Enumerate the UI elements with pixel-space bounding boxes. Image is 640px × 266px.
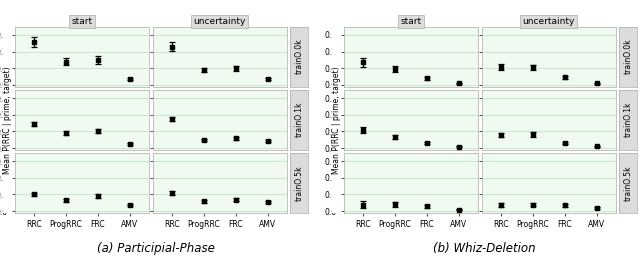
Title: start: start [72,17,93,26]
Text: Mean P(RRC | prime, target): Mean P(RRC | prime, target) [3,66,12,173]
Text: trainO.5k: trainO.5k [623,165,632,201]
Text: (a) Participial-Phase: (a) Participial-Phase [97,242,214,255]
Text: trainO.1k: trainO.1k [623,102,632,138]
Title: start: start [401,17,422,26]
Text: trainO.0k: trainO.0k [623,39,632,74]
Text: trainO.5k: trainO.5k [294,165,303,201]
Text: Mean P(RRC | prime, target): Mean P(RRC | prime, target) [332,66,340,173]
Text: trainO.1k: trainO.1k [294,102,303,138]
Text: trainO.0k: trainO.0k [294,39,303,74]
Title: uncertainty: uncertainty [193,17,246,26]
Title: uncertainty: uncertainty [522,17,575,26]
Text: (b) Whiz-Deletion: (b) Whiz-Deletion [433,242,536,255]
